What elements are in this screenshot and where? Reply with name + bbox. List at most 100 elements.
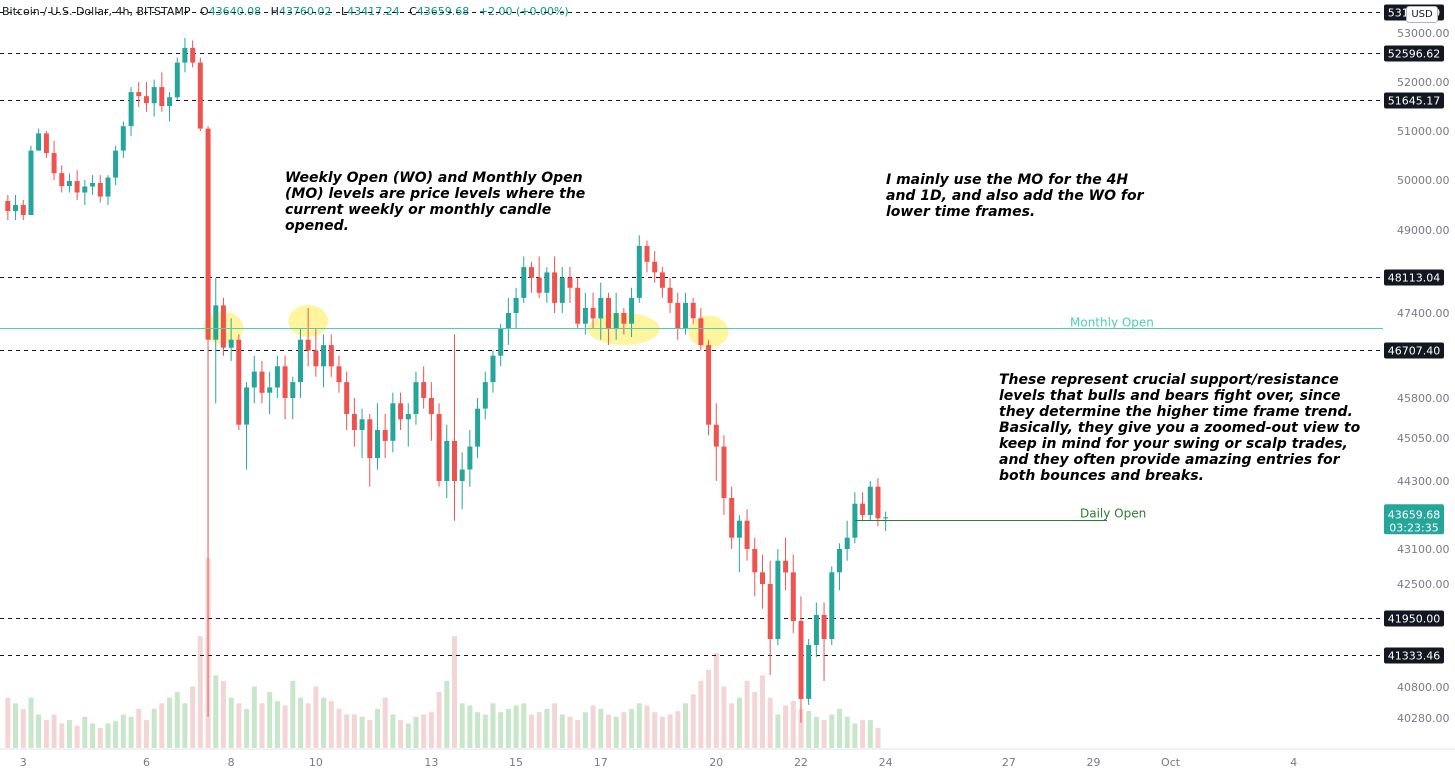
time-tick-label: 10 [309,756,323,769]
candle-body [274,366,280,388]
price-tick-label: 49000.00 [1397,224,1450,237]
time-tick-label: 17 [594,756,608,769]
price-axis: 53100.9952596.6251645.1748113.0446707.40… [1383,0,1455,775]
volume-bar [259,703,265,748]
candle-body [444,440,450,481]
volume-bar [36,714,42,748]
volume-bar [159,703,165,748]
candle-body [644,245,650,262]
volume-bar [267,692,273,748]
candle-body [575,287,581,324]
candle-body [775,560,781,639]
volume-bar [860,720,866,748]
volume-bar [390,714,396,748]
candle-body [197,62,203,129]
candle-body [359,419,365,430]
candle-body [498,329,504,356]
candle-body [51,153,57,174]
volume-bar [113,721,119,748]
volume-bar [90,723,95,748]
candle-body [136,92,142,97]
high-value: 43760.02 [278,5,332,18]
volume-bar [729,703,735,748]
volume-bar [621,712,627,748]
volume-bar [97,727,103,748]
volume-bar [813,716,819,748]
candle-body [606,297,611,330]
volume-bar [498,712,504,748]
volume-bar [721,686,727,748]
volume-bar [244,708,250,748]
level-badge [1384,647,1444,664]
candle-body [837,549,842,573]
candle-body [97,183,103,197]
time-tick-label: 8 [228,756,235,769]
candle-body [459,469,465,481]
volume-bar [459,703,465,748]
volume-bar [544,708,550,748]
candle-body [205,128,211,340]
volume-bar [767,697,773,748]
price-axis-background [1383,0,1455,775]
level-badge [1384,342,1444,359]
candle-body [490,355,496,383]
candle-body [382,430,388,441]
candle-body [375,430,380,459]
candle-body [559,277,565,303]
volume-bar [59,723,65,748]
candle-body [667,287,673,303]
price-tick-label: 45050.00 [1397,432,1450,445]
close-value: 43659.68 [416,5,470,18]
volume-bar [428,712,434,748]
candle-body [536,277,542,293]
volume-bar [652,712,658,748]
volume-bar [51,714,57,748]
candle-body [167,97,173,106]
price-tick-label: 45800.00 [1397,392,1450,405]
time-tick-label: 13 [424,756,438,769]
candle-body [452,440,457,481]
currency-badge[interactable]: USD [1406,6,1438,23]
candle-body [321,345,327,367]
highlight-ellipses [203,305,729,348]
volume-bar [844,716,850,748]
candle-body [159,87,165,106]
candle-body [690,302,696,319]
candle-body [66,181,72,186]
time-tick-label: 20 [709,756,723,769]
candle-body [120,126,126,151]
price-tick-label: 50000.00 [1397,174,1450,187]
candle-body [267,387,273,393]
open-label: O [199,5,209,18]
volume-bar [552,703,558,748]
volume-bar [413,716,419,748]
volume-bar [213,675,219,748]
monthly-open-label: Monthly Open [1070,316,1154,330]
volume-bar [575,720,581,748]
volume-bars [5,558,881,748]
candle-body [783,560,789,573]
level-badge [1384,610,1444,627]
candles [5,38,889,723]
volume-bar [382,697,388,748]
volume-bar [328,701,334,748]
volume-bar [251,686,257,748]
volume-bar [536,712,542,748]
level-badge-text: 52596.62 [1388,48,1441,61]
time-tick-label: 29 [1087,756,1101,769]
volume-bar [598,708,604,748]
open-value: 43640.08 [208,5,262,18]
candle-body [436,414,442,481]
candle-body [143,96,149,104]
price-tick-label: 40800.00 [1397,681,1450,694]
daily-open-label: Daily Open [1080,507,1146,521]
volume-bar [690,694,696,748]
candle-body [813,614,819,645]
candle-body [43,133,49,153]
candle-body [798,621,804,699]
candle-body [236,339,242,425]
volume-bar [452,636,457,748]
level-badge [1384,92,1444,109]
price-tick-label: 43100.00 [1397,543,1450,556]
